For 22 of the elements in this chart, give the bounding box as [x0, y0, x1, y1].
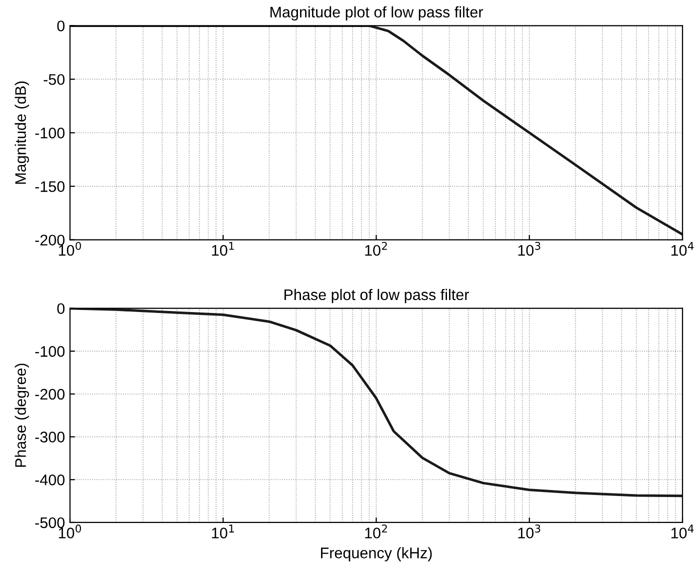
x-tick-label: 10$^{1}$	[212, 524, 234, 538]
y-tick-label: 0	[57, 303, 65, 314]
x-tick-label: 10$^{1}$	[212, 242, 234, 256]
x-axis-title: Frequency (kHz)	[321, 547, 432, 562]
x-tick-label: 10$^{3}$	[518, 524, 540, 538]
y-axis-title: Magnitude (dB)	[14, 81, 30, 184]
x-tick-label: 10$^{2}$	[365, 524, 387, 538]
y-tick-label: 0	[57, 20, 65, 32]
y-tick-label: -150	[35, 181, 65, 192]
y-tick-label: -400	[35, 474, 65, 486]
y-tick-label: -300	[35, 432, 65, 442]
x-tick-label: 10$^{4}$	[671, 524, 694, 538]
y-tick-label: -100	[35, 346, 65, 357]
y-tick-label: -100	[35, 128, 65, 138]
chart-title: Magnitude plot of low pass filter	[270, 6, 484, 21]
x-tick-label: 10$^{3}$	[518, 242, 540, 256]
y-tick-label: -200	[35, 388, 65, 400]
y-tick-label: -50	[44, 74, 65, 85]
y-axis-title: Phase (degree)	[14, 364, 30, 467]
x-tick-label: 10$^{4}$	[671, 242, 694, 256]
chart-title: Phase plot of low pass filter	[284, 288, 469, 304]
x-tick-label: 10$^{2}$	[365, 242, 387, 256]
